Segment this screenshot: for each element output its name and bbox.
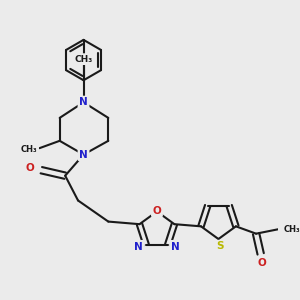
- Text: S: S: [217, 242, 224, 251]
- Text: O: O: [26, 164, 35, 173]
- Text: N: N: [79, 150, 88, 160]
- Text: O: O: [153, 206, 161, 216]
- Text: CH₃: CH₃: [21, 146, 38, 154]
- Text: O: O: [257, 258, 266, 268]
- Text: N: N: [171, 242, 179, 251]
- Text: N: N: [79, 97, 88, 107]
- Text: CH₃: CH₃: [74, 55, 93, 64]
- Text: N: N: [134, 242, 143, 251]
- Text: CH₃: CH₃: [284, 225, 300, 234]
